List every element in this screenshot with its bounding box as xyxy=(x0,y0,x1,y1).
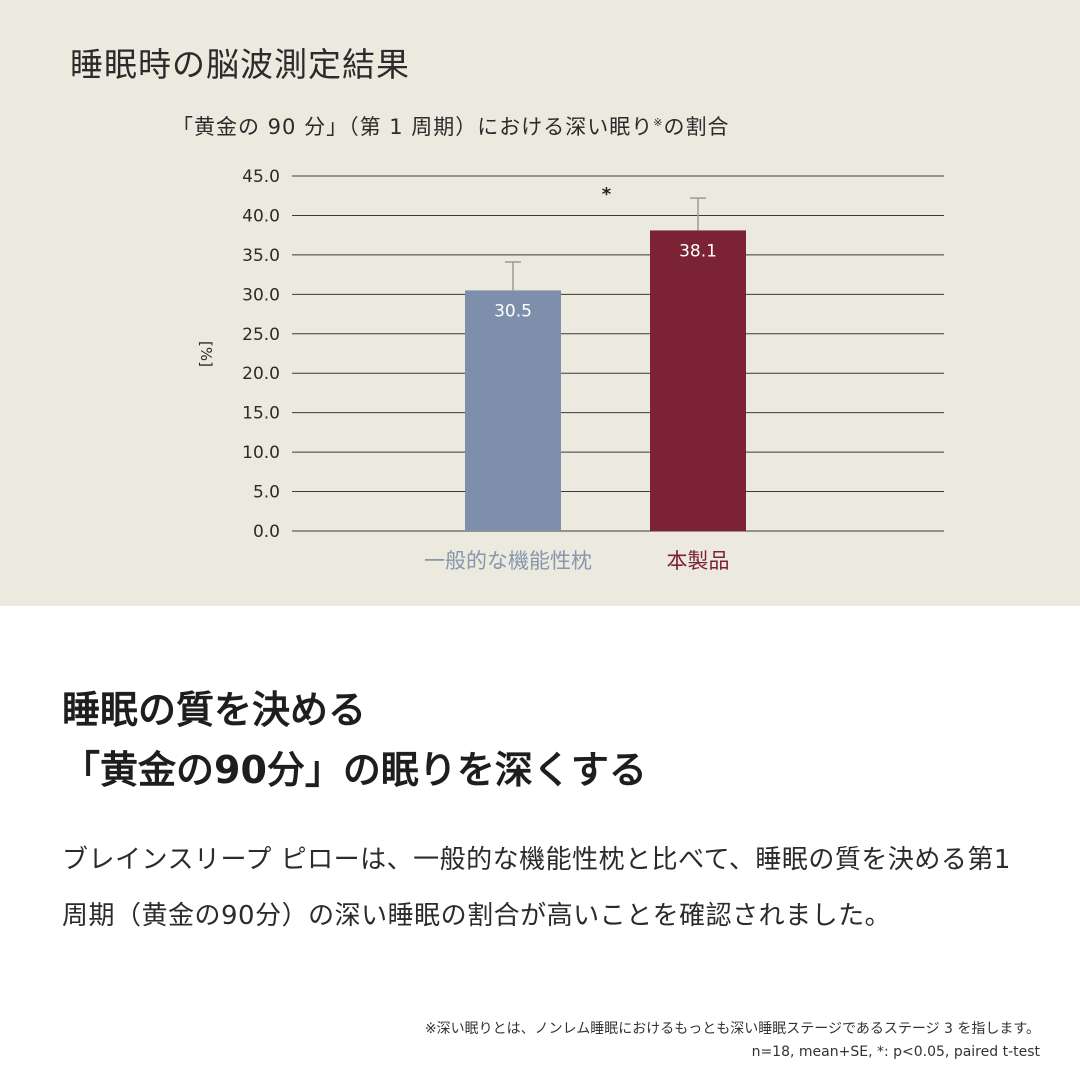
chart-panel: 睡眠時の脳波測定結果 「黄金の 90 分」（第 1 周期）における深い眠り※の割… xyxy=(0,0,1080,606)
data-label: 30.5 xyxy=(494,301,532,321)
chart-title: 「黄金の 90 分」（第 1 周期）における深い眠り※の割合 xyxy=(172,111,730,141)
y-tick-label: 0.0 xyxy=(253,522,280,542)
footnote-definition: ※深い眠りとは、ノンレム睡眠におけるもっとも深い睡眠ステージであるステージ 3 … xyxy=(424,1021,1040,1037)
body-text: ブレインスリープ ピローは、一般的な機能性枕と比べて、睡眠の質を決める第1周期（… xyxy=(62,845,1011,931)
x-category-label: 一般的な機能性枕 xyxy=(424,549,592,573)
y-tick-label: 35.0 xyxy=(242,246,280,266)
y-tick-label: 40.0 xyxy=(242,206,280,226)
y-tick-label: 10.0 xyxy=(242,443,280,463)
y-tick-label: 20.0 xyxy=(242,364,280,384)
headline-line-1: 睡眠の質を決める xyxy=(62,688,367,732)
y-tick-label: 30.0 xyxy=(242,285,280,305)
x-category-label: 本製品 xyxy=(667,549,730,573)
chart-title-note-mark: ※ xyxy=(653,116,664,129)
headline: 睡眠の質を決める 「黄金の90分」の眠りを深くする xyxy=(62,680,647,800)
y-tick-label: 25.0 xyxy=(242,325,280,345)
bar xyxy=(465,290,561,531)
bar-chart: 0.0 5.0 10.0 15.0 20.0 25.0 30.0 35.0 40.0 45.0 [%… xyxy=(197,167,944,573)
significance-marker: * xyxy=(602,184,612,205)
panel-title: 睡眠時の脳波測定結果 xyxy=(70,45,410,84)
y-tick-label: 5.0 xyxy=(253,483,280,503)
data-label: 38.1 xyxy=(679,241,717,261)
chart-title-text: 「黄金の 90 分」（第 1 周期）における深い眠り xyxy=(172,115,654,139)
y-tick-label: 45.0 xyxy=(242,167,280,187)
y-axis-label: [%] xyxy=(197,341,215,367)
y-tick-label: 15.0 xyxy=(242,404,280,424)
footnote-stats: n=18, mean+SE, *: p<0.05, paired t-test xyxy=(751,1044,1040,1060)
headline-line-2: 「黄金の90分」の眠りを深くする xyxy=(62,748,647,792)
bar xyxy=(650,230,746,531)
chart-title-suffix: の割合 xyxy=(663,115,730,139)
